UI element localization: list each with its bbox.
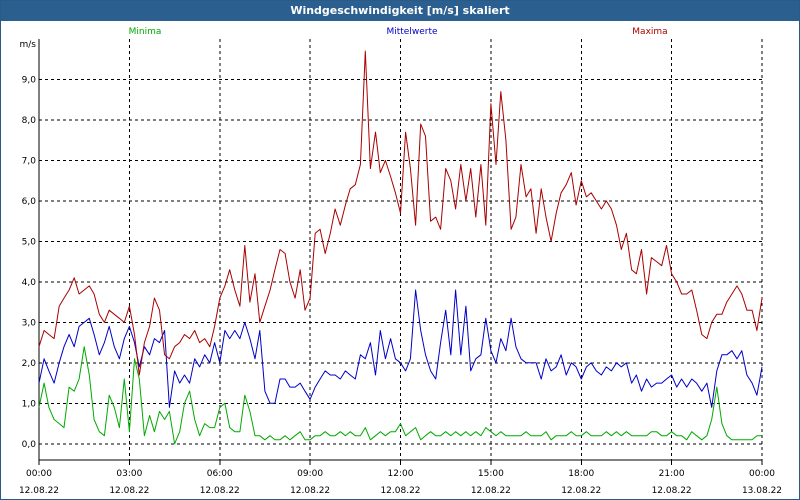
y-tick-label: 8,0: [22, 116, 37, 126]
x-tick-time: 06:00: [207, 469, 233, 479]
chart-title: Windgeschwindigkeit [m/s] skaliert: [1, 1, 799, 21]
y-tick-label: 0,0: [22, 440, 37, 450]
x-tick-date: 13.08.22: [742, 486, 782, 496]
y-tick-label: 1,0: [22, 399, 37, 409]
y-tick-label: 3,0: [22, 318, 37, 328]
x-tick-date: 12.08.22: [109, 486, 149, 496]
legend-maxima: Maxima: [632, 27, 667, 37]
axes: [38, 39, 763, 465]
legend-mittelwerte: Mittelwerte: [386, 27, 437, 37]
y-tick-label: 5,0: [22, 237, 37, 247]
x-tick-time: 00:00: [26, 469, 52, 479]
legend-minima: Minima: [129, 27, 162, 37]
y-tick-label: 9,0: [22, 75, 37, 85]
y-tick-label: 4,0: [22, 278, 37, 288]
x-tick-time: 00:00: [749, 469, 775, 479]
series-line-maxima: [38, 50, 763, 376]
x-tick-date: 12.08.22: [380, 486, 420, 496]
x-tick-date: 12.08.22: [471, 486, 511, 496]
series-line-minima: [38, 346, 762, 445]
x-tick-date: 12.08.22: [200, 486, 240, 496]
legend: Minima Mittelwerte Maxima: [129, 27, 668, 37]
y-axis-unit: m/s: [20, 40, 37, 50]
x-tick-time: 21:00: [659, 469, 685, 479]
tick-labels: 0,0 1,0 2,0 3,0 4,0 5,0 6,0 7,0 8,0 9,0 m/s 00:00 12…: [19, 40, 782, 496]
x-tick-date: 12.08.22: [561, 486, 601, 496]
x-tick-time: 03:00: [116, 469, 142, 479]
x-tick-date: 12.08.22: [19, 486, 59, 496]
x-tick-date: 12.08.22: [652, 486, 692, 496]
y-tick-label: 7,0: [22, 156, 37, 166]
x-tick-time: 15:00: [478, 469, 504, 479]
series-line-mittelwerte: [38, 289, 763, 408]
x-tick-time: 18:00: [568, 469, 594, 479]
y-tick-label: 6,0: [22, 197, 37, 207]
x-tick-time: 12:00: [388, 469, 414, 479]
x-tick-date: 12.08.22: [290, 486, 330, 496]
y-tick-label: 2,0: [22, 359, 37, 369]
grid-lines: [38, 39, 763, 460]
x-tick-time: 09:00: [297, 469, 323, 479]
series-group: [38, 50, 763, 445]
